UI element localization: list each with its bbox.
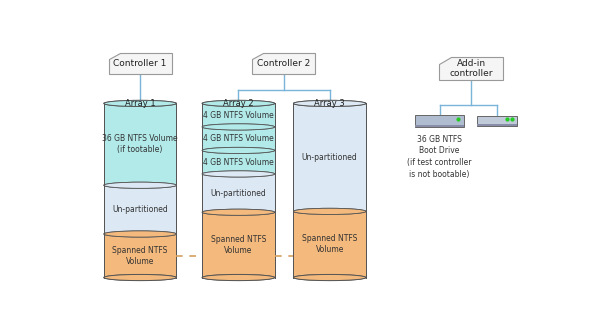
Ellipse shape [202, 100, 275, 107]
Ellipse shape [104, 231, 176, 237]
Ellipse shape [202, 209, 275, 215]
Text: Add-in
controller: Add-in controller [449, 59, 493, 78]
Text: Un-partitioned: Un-partitioned [302, 153, 358, 162]
Text: Un-partitioned: Un-partitioned [112, 205, 168, 214]
Text: 36 GB NTFS
Boot Drive
(if test controller
is not bootable): 36 GB NTFS Boot Drive (if test controlle… [408, 134, 472, 179]
Ellipse shape [294, 100, 366, 107]
Bar [202, 151, 275, 174]
Text: 36 GB NTFS Volume
(if tootable): 36 GB NTFS Volume (if tootable) [102, 134, 178, 154]
Text: Spanned NTFS
Volume: Spanned NTFS Volume [211, 235, 266, 255]
Polygon shape [440, 57, 503, 80]
Ellipse shape [202, 171, 275, 177]
Bar [104, 234, 176, 277]
Bar [294, 103, 366, 211]
Text: Array 3: Array 3 [314, 99, 345, 108]
Text: Controller 2: Controller 2 [257, 59, 310, 68]
Ellipse shape [104, 231, 176, 237]
Ellipse shape [202, 275, 275, 281]
Bar [202, 103, 275, 127]
Text: 4 GB NTFS Volume: 4 GB NTFS Volume [203, 158, 274, 167]
Text: Array 1: Array 1 [125, 99, 155, 108]
Bar [294, 211, 366, 277]
Bar [104, 103, 176, 185]
Text: Un-partitioned: Un-partitioned [211, 189, 266, 198]
Ellipse shape [202, 209, 275, 215]
Ellipse shape [202, 124, 275, 130]
Ellipse shape [104, 100, 176, 107]
Bar [202, 212, 275, 277]
Ellipse shape [202, 124, 275, 130]
Text: 4 GB NTFS Volume: 4 GB NTFS Volume [203, 111, 274, 120]
FancyBboxPatch shape [415, 115, 464, 127]
Ellipse shape [202, 147, 275, 153]
Text: Array 2: Array 2 [223, 99, 254, 108]
Ellipse shape [202, 147, 275, 153]
Ellipse shape [294, 275, 366, 281]
Text: Spanned NTFS
Volume: Spanned NTFS Volume [112, 246, 168, 266]
Bar [477, 124, 516, 126]
FancyBboxPatch shape [477, 116, 516, 126]
Ellipse shape [202, 275, 275, 281]
Ellipse shape [104, 275, 176, 281]
Ellipse shape [202, 100, 275, 107]
Bar [202, 127, 275, 151]
Bar [104, 185, 176, 234]
Ellipse shape [104, 182, 176, 188]
Ellipse shape [294, 208, 366, 214]
Ellipse shape [294, 275, 366, 281]
Ellipse shape [104, 182, 176, 188]
Polygon shape [109, 53, 172, 74]
Text: Spanned NTFS
Volume: Spanned NTFS Volume [302, 234, 358, 255]
Ellipse shape [104, 275, 176, 281]
Text: Controller 1: Controller 1 [114, 59, 167, 68]
Ellipse shape [104, 100, 176, 107]
Ellipse shape [294, 100, 366, 107]
Text: 4 GB NTFS Volume: 4 GB NTFS Volume [203, 134, 274, 143]
Bar [415, 125, 464, 127]
Bar [202, 174, 275, 212]
Polygon shape [252, 53, 315, 74]
Ellipse shape [202, 171, 275, 177]
Ellipse shape [294, 208, 366, 214]
